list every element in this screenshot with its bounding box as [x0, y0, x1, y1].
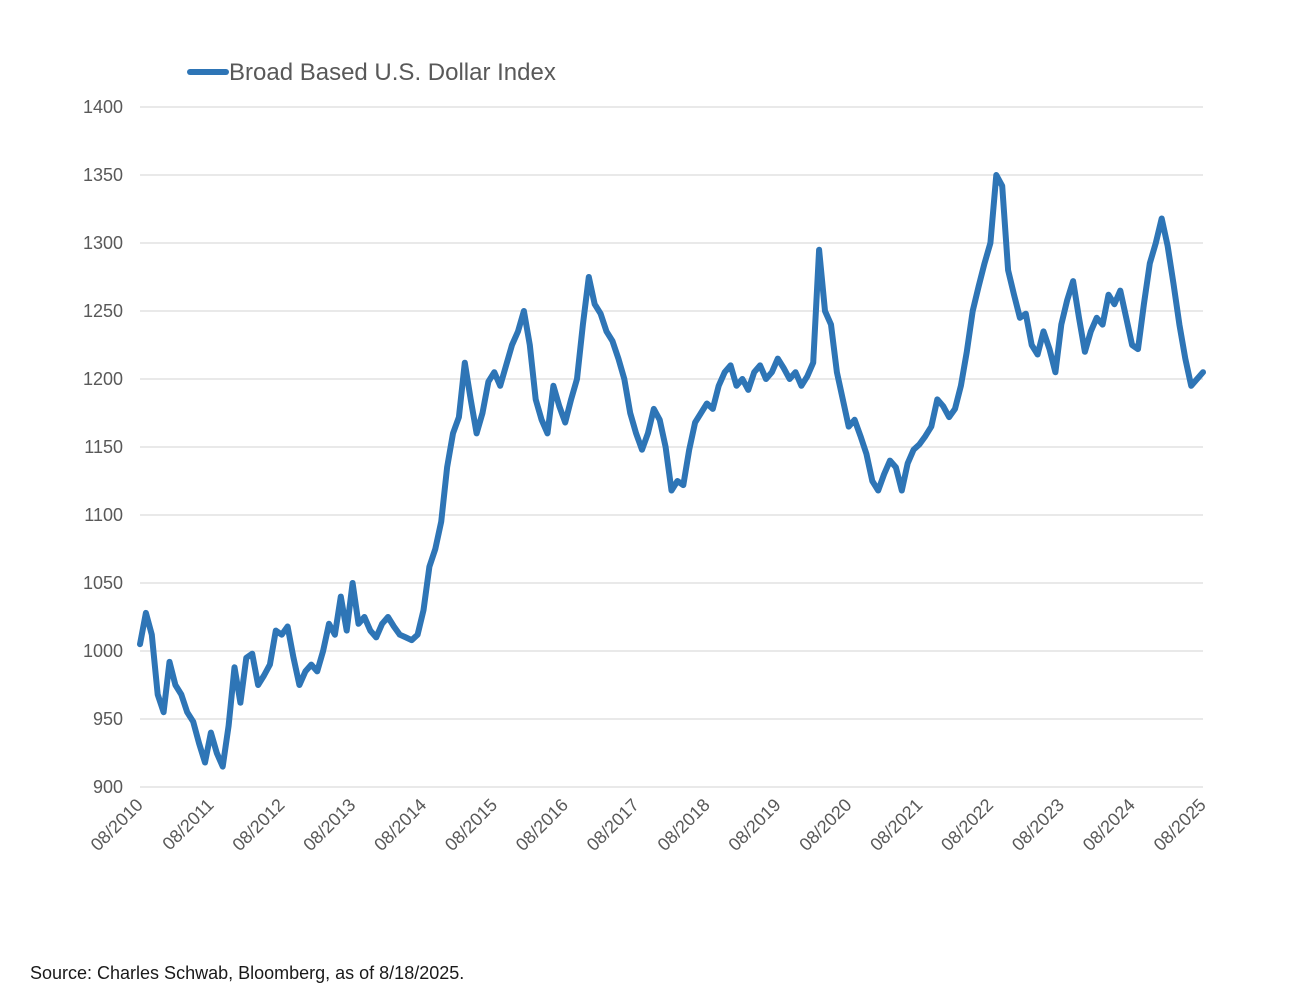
y-tick-label: 1300: [83, 233, 123, 253]
y-tick-label: 900: [93, 777, 123, 797]
x-tick-label: 08/2023: [1008, 795, 1068, 855]
x-tick-label: 08/2010: [87, 795, 147, 855]
y-tick-label: 1050: [83, 573, 123, 593]
y-axis-ticks: 900 950 1000 1050 1100 1150 1200 1250 1300 1350 14…: [83, 97, 123, 797]
x-tick-label: 08/2025: [1150, 795, 1210, 855]
x-tick-label: 08/2016: [512, 795, 572, 855]
series-layer: [137, 172, 1206, 770]
gridlines: [140, 106, 1203, 788]
x-tick-label: 08/2014: [370, 795, 430, 855]
y-tick-label: 1000: [83, 641, 123, 661]
chart-legend: Broad Based U.S. Dollar Index: [187, 59, 556, 86]
x-tick-label: 08/2017: [583, 795, 643, 855]
y-tick-label: 1350: [83, 165, 123, 185]
x-tick-label: 08/2022: [937, 795, 997, 855]
x-tick-label: 08/2020: [795, 795, 855, 855]
y-tick-label: 1200: [83, 369, 123, 389]
legend-label: Broad Based U.S. Dollar Index: [229, 59, 556, 86]
x-tick-label: 08/2019: [724, 795, 784, 855]
x-axis-ticks: 08/2010 08/2011 08/2012 08/2013 08/2014 08/20…: [87, 795, 1210, 855]
x-tick-label: 08/2013: [299, 795, 359, 855]
x-tick-label: 08/2021: [866, 795, 926, 855]
source-note: Source: Charles Schwab, Bloomberg, as of…: [30, 963, 465, 983]
y-tick-label: 1100: [84, 505, 123, 525]
series-line: [137, 172, 1206, 770]
y-tick-label: 1150: [84, 437, 123, 457]
y-tick-label: 1400: [83, 97, 123, 117]
x-tick-label: 08/2012: [228, 795, 288, 855]
x-tick-label: 08/2011: [158, 795, 217, 854]
x-tick-label: 08/2024: [1079, 795, 1139, 855]
y-tick-label: 950: [93, 709, 123, 729]
y-tick-label: 1250: [83, 301, 123, 321]
x-tick-label: 08/2015: [441, 795, 501, 855]
x-tick-label: 08/2018: [654, 795, 714, 855]
